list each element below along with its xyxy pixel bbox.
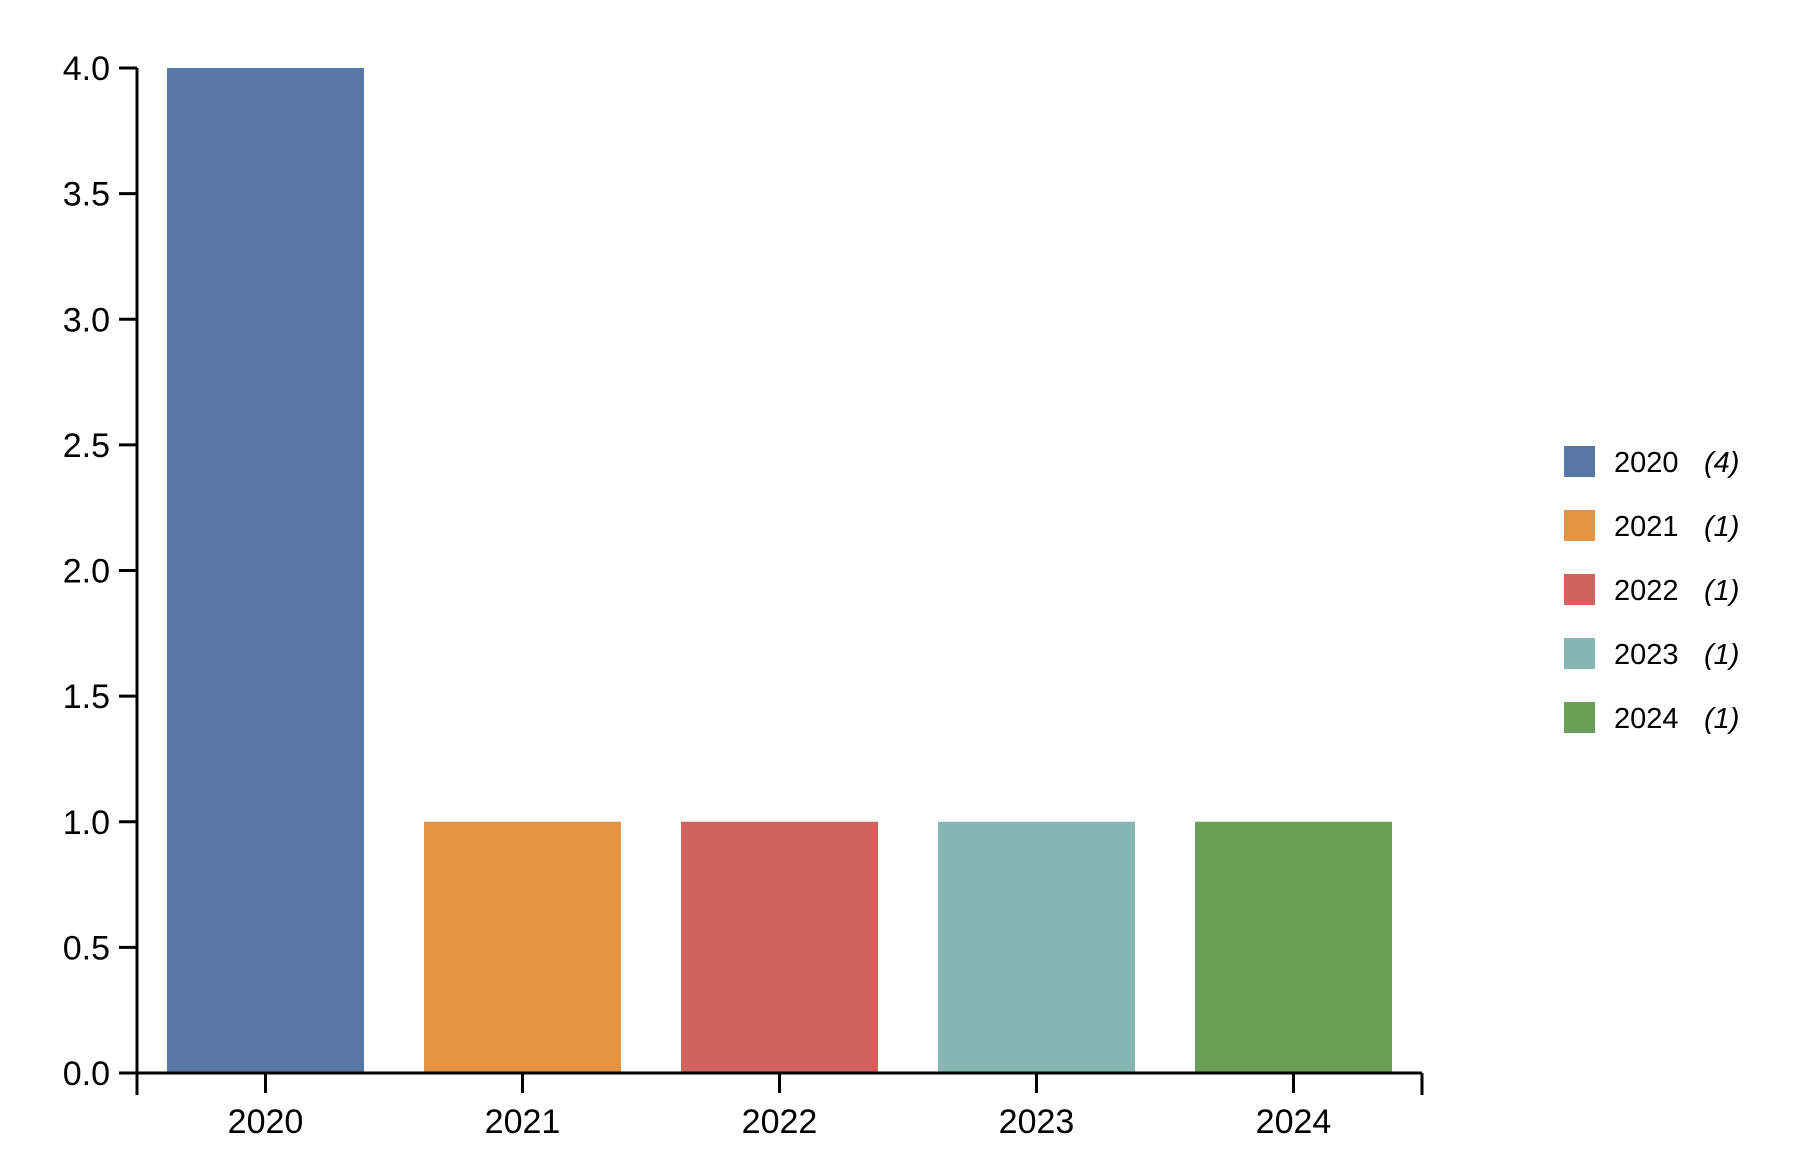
- legend-item-2021: 2021 (1): [1564, 510, 1739, 543]
- x-tick-label: 2024: [1256, 1103, 1332, 1141]
- y-tick-label: 0.0: [63, 1055, 110, 1093]
- legend-swatch: [1564, 446, 1595, 477]
- bar-2021: [424, 821, 621, 1073]
- bar-2020: [167, 68, 364, 1073]
- y-tick-label: 2.5: [63, 427, 110, 465]
- legend-count: (1): [1704, 639, 1739, 671]
- x-tick-label: 2020: [228, 1103, 304, 1141]
- bar-2024: [1195, 821, 1392, 1073]
- legend-item-2022: 2022 (1): [1564, 574, 1739, 607]
- legend-swatch: [1564, 510, 1595, 541]
- y-tick-label: 3.5: [63, 176, 110, 214]
- y-tick-label: 4.0: [63, 50, 110, 88]
- legend-swatch: [1564, 702, 1595, 733]
- legend-item-2023: 2023 (1): [1564, 638, 1739, 671]
- legend-label: 2020: [1614, 447, 1679, 479]
- legend: 2020 (4) 2021 (1) 2022 (1) 2023 (1) 2024 (1): [1564, 446, 1739, 735]
- x-tick-label: 2021: [485, 1103, 561, 1141]
- legend-item-2020: 2020 (4): [1564, 446, 1739, 479]
- x-axis: 2020 2021 2022 2023 2024: [135, 1071, 1424, 1141]
- y-tick-label: 0.5: [63, 929, 110, 967]
- legend-count: (4): [1704, 447, 1739, 479]
- legend-item-2024: 2024 (1): [1564, 702, 1739, 735]
- legend-label: 2024: [1614, 703, 1679, 735]
- y-tick-label: 1.5: [63, 678, 110, 716]
- legend-swatch: [1564, 638, 1595, 669]
- bar-2022: [681, 821, 878, 1073]
- bars: [167, 68, 1392, 1073]
- legend-count: (1): [1704, 511, 1739, 543]
- legend-count: (1): [1704, 703, 1739, 735]
- legend-label: 2022: [1614, 575, 1679, 607]
- x-tick-label: 2022: [742, 1103, 818, 1141]
- legend-count: (1): [1704, 575, 1739, 607]
- y-axis: 0.0 0.5 1.0 1.5 2.0 2.5 3.0 3.5 4.0: [63, 50, 139, 1093]
- legend-label: 2021: [1614, 511, 1679, 543]
- y-tick-label: 2.0: [63, 553, 110, 591]
- bar-2023: [938, 821, 1135, 1073]
- y-tick-label: 3.0: [63, 301, 110, 339]
- legend-swatch: [1564, 574, 1595, 605]
- legend-label: 2023: [1614, 639, 1679, 671]
- x-tick-label: 2023: [999, 1103, 1075, 1141]
- y-tick-label: 1.0: [63, 804, 110, 842]
